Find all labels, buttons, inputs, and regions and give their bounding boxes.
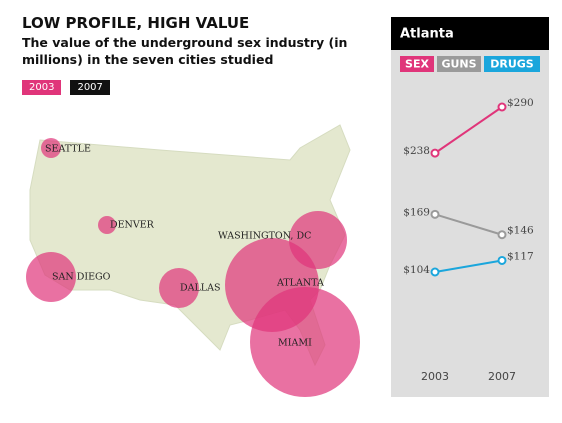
legend-tab <box>437 56 481 72</box>
city-label: WASHINGTON, DC <box>218 231 311 242</box>
x-tick-label: 2003 <box>421 370 449 383</box>
city-bubble <box>98 216 116 234</box>
header: LOW PROFILE, HIGH VALUE The value of the… <box>22 14 362 68</box>
point <box>430 148 440 158</box>
city-label: DALLAS <box>180 283 220 294</box>
value-label: $169 <box>403 206 430 218</box>
point <box>497 230 507 240</box>
city-label: ATLANTA <box>276 278 324 289</box>
legend-tab <box>400 56 434 72</box>
value-label: $104 <box>403 264 430 276</box>
legend-label: GUNS <box>441 58 476 71</box>
side-panel <box>391 17 549 397</box>
legend-tab <box>484 56 540 72</box>
point <box>497 255 507 265</box>
title: LOW PROFILE, HIGH VALUE <box>22 14 250 32</box>
legend-button[interactable]: 2003 <box>22 80 62 95</box>
city-label: SAN DIEGO <box>52 272 111 283</box>
city-label: MIAMI <box>278 338 312 349</box>
line <box>434 106 503 154</box>
city-bubble <box>250 287 360 397</box>
city-label: DENVER <box>110 220 155 231</box>
legend-button[interactable]: 2007 <box>70 80 110 95</box>
us-map <box>29 124 351 367</box>
panel-header <box>391 17 549 50</box>
city-bubble <box>159 268 199 308</box>
value-label: $290 <box>507 97 534 109</box>
legend: 2003 2007 <box>22 80 110 95</box>
city-bubble <box>225 238 319 332</box>
legend-label: SEX <box>405 58 429 71</box>
value-label: $146 <box>507 225 534 237</box>
city-label: SEATTLE <box>45 144 91 155</box>
legend-label: DRUGS <box>490 58 534 71</box>
point <box>430 209 440 219</box>
city-bubble <box>41 138 61 158</box>
city-bubble <box>26 252 76 302</box>
city-bubble <box>289 211 347 269</box>
line <box>434 259 503 273</box>
value-label: $117 <box>507 250 534 262</box>
point <box>497 102 507 112</box>
subtitle: The value of the underground sex industr… <box>22 35 348 67</box>
value-label: $238 <box>403 145 430 157</box>
x-tick-label: 2007 <box>488 370 516 383</box>
chart-title: Atlanta <box>400 27 454 42</box>
point <box>430 267 440 277</box>
line <box>434 213 503 236</box>
